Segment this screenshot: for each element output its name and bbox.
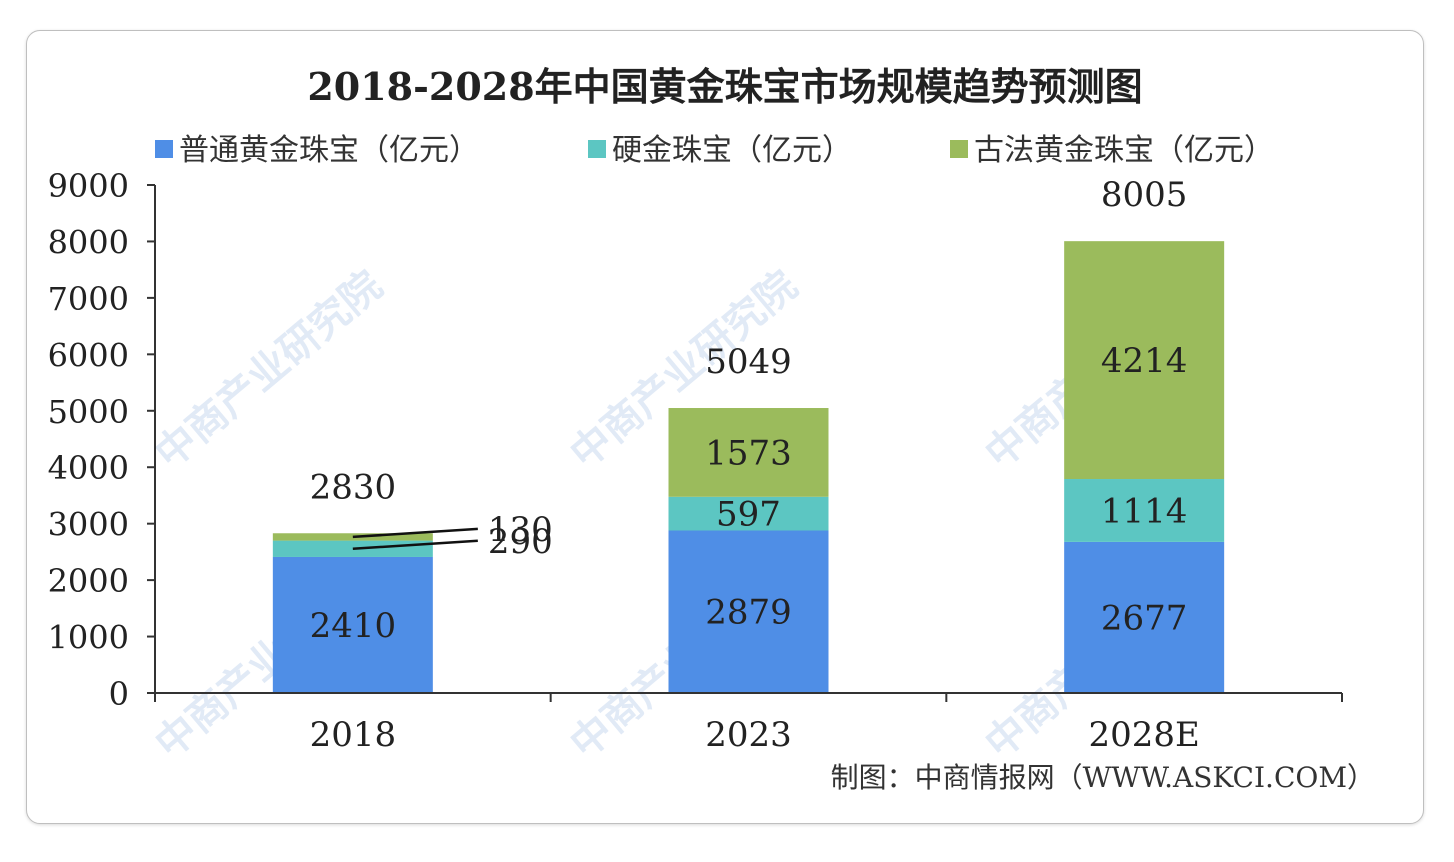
- data-label: 2410: [310, 606, 397, 646]
- legend: 普通黄金珠宝（亿元） 硬金珠宝（亿元） 古法黄金珠宝（亿元）: [155, 133, 1274, 168]
- data-label: 1114: [1101, 491, 1188, 531]
- total-label: 8005: [1101, 175, 1188, 215]
- bars: [272, 241, 1225, 693]
- bar-segment: [668, 408, 829, 497]
- data-label: 290: [488, 522, 553, 562]
- data-label: 4214: [1101, 341, 1188, 381]
- bar-segment: [272, 556, 433, 693]
- x-tick-label: 2028E: [1088, 715, 1199, 755]
- bar-segment: [1064, 541, 1225, 693]
- watermark-text: 中商产业研究院: [147, 262, 391, 477]
- legend-swatch: [588, 140, 606, 158]
- data-label: 130: [488, 510, 553, 550]
- y-tick-label: 0: [109, 675, 129, 713]
- total-label: 5049: [705, 342, 792, 382]
- bar-segment: [1064, 479, 1225, 542]
- y-tick-label: 9000: [48, 167, 129, 205]
- legend-swatch: [155, 140, 173, 158]
- chart-title: 2018-2028年中国黄金珠宝市场规模趋势预测图: [307, 64, 1142, 109]
- y-tick-label: 3000: [48, 506, 129, 544]
- legend-label: 硬金珠宝（亿元）: [612, 133, 852, 168]
- bar-segment: [668, 496, 829, 531]
- y-tick-label: 7000: [48, 280, 129, 318]
- data-label: 2677: [1101, 598, 1188, 638]
- bar-segment: [668, 530, 829, 693]
- data-label: 597: [716, 495, 781, 535]
- y-tick-label: 1000: [48, 619, 129, 657]
- y-tick-label: 6000: [48, 336, 129, 374]
- y-tick-label: 2000: [48, 562, 129, 600]
- data-label: 2879: [705, 593, 792, 633]
- bar-segment: [1064, 241, 1225, 480]
- x-tick-label: 2023: [705, 715, 792, 755]
- source-note: 制图：中商情报网（WWW.ASKCI.COM）: [831, 761, 1375, 794]
- x-tick-label: 2018: [310, 715, 397, 755]
- leader-line: [352, 539, 478, 551]
- axes: 0 1000 2000 3000 4000 5000 6000 7000 8000 9000: [48, 167, 1343, 713]
- data-label: 1573: [705, 433, 792, 473]
- leader-line: [352, 527, 478, 539]
- legend-swatch: [950, 140, 968, 158]
- y-tick-label: 5000: [48, 393, 129, 431]
- y-tick-label: 8000: [48, 223, 129, 261]
- legend-label: 普通黄金珠宝（亿元）: [179, 133, 479, 168]
- legend-label: 古法黄金珠宝（亿元）: [974, 133, 1274, 168]
- y-tick-label: 4000: [48, 449, 129, 487]
- total-label: 2830: [310, 467, 397, 507]
